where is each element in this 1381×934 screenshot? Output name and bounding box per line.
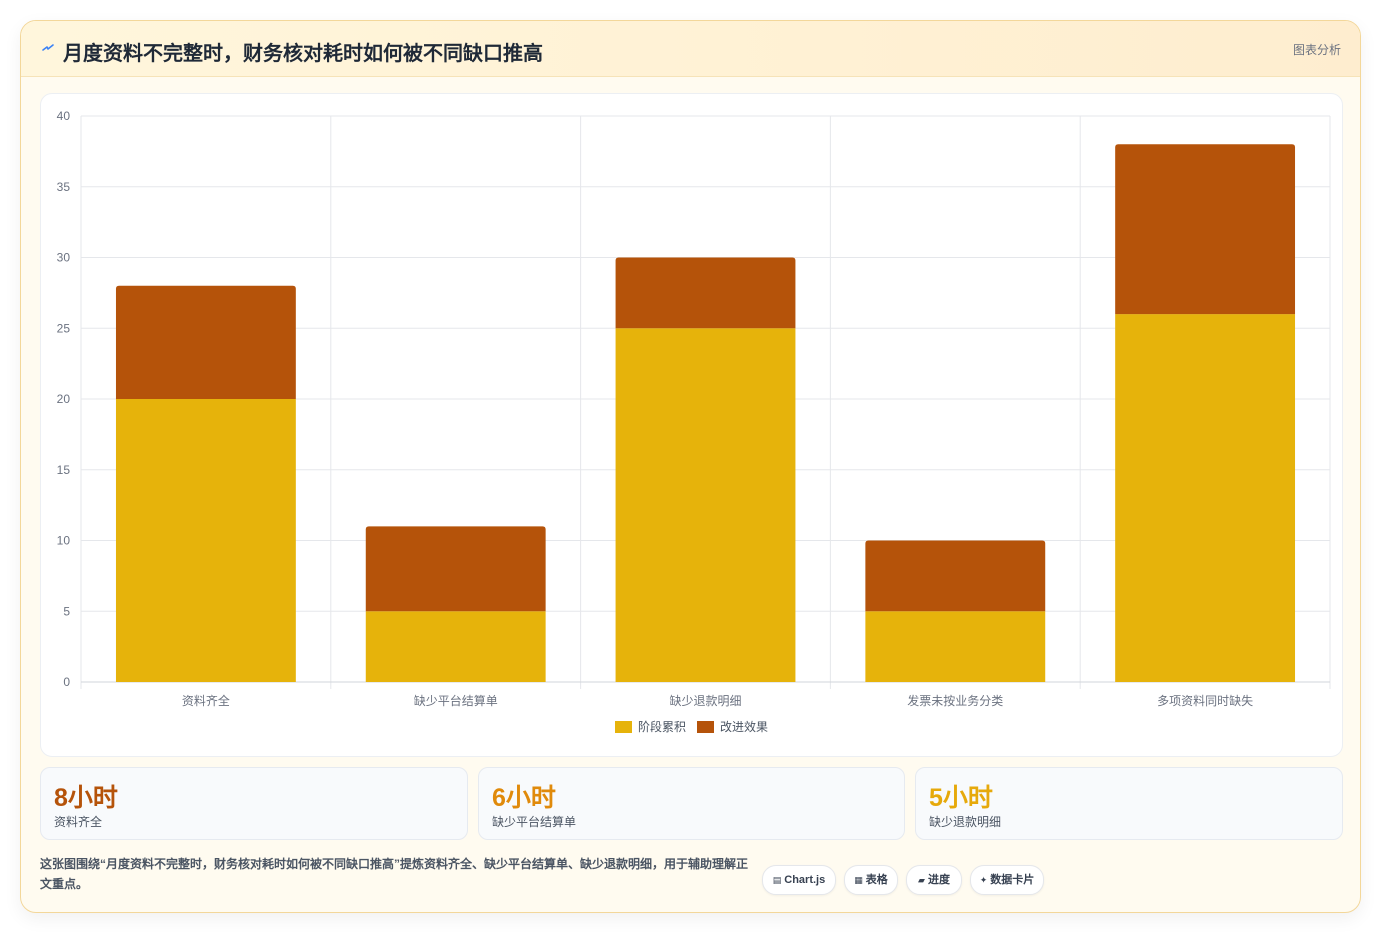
stat-value: 6小时: [492, 784, 556, 812]
chip-chartjs[interactable]: ▤ Chart.js: [762, 865, 836, 895]
y-tick-label: 15: [57, 463, 71, 477]
x-tick-label: 多项资料同时缺失: [1157, 693, 1253, 708]
sparkle-icon: ✦: [979, 875, 988, 885]
stat-label: 资料齐全: [54, 815, 103, 829]
table-icon: ▦: [854, 875, 863, 885]
y-tick-label: 30: [57, 251, 71, 265]
y-tick-label: 5: [63, 604, 70, 618]
chip-table[interactable]: ▦ 表格: [844, 865, 898, 895]
bar-segment-0: [615, 328, 796, 682]
chart-icon: ▤: [772, 875, 782, 885]
chip-progress[interactable]: ▰ 进度: [906, 865, 962, 895]
chart-container: 0 5 10 15 20 25 30 35 40 资料齐全 缺少平台结算单 缺少退款明细 发票未按业务分…: [40, 93, 1343, 757]
stat-value: 8小时: [54, 784, 118, 812]
legend-label: 阶段累积: [638, 719, 686, 734]
y-tick-label: 40: [57, 109, 71, 123]
bar-segment-0: [365, 611, 546, 682]
chip-label: 数据卡片: [990, 874, 1035, 886]
y-tick-label: 35: [57, 180, 71, 194]
x-tick-label: 发票未按业务分类: [907, 693, 1003, 708]
stat-card-1: 6小时 缺少平台结算单: [478, 767, 905, 840]
y-tick-label: 25: [57, 321, 71, 335]
bar-segment-1: [865, 540, 1046, 612]
card-title: 月度资料不完整时，财务核对耗时如何被不同缺口推高: [63, 43, 543, 65]
legend-swatch: [697, 721, 714, 733]
x-tick-label: 缺少平台结算单: [414, 693, 498, 708]
chart-card: 月度资料不完整时，财务核对耗时如何被不同缺口推高 图表分析 0 5 10 15 20 25…: [20, 20, 1361, 913]
stat-card-0: 8小时 资料齐全: [40, 767, 468, 840]
chip-label: 表格: [865, 874, 888, 886]
bar-segment-1: [615, 257, 796, 329]
stat-label: 缺少平台结算单: [492, 815, 577, 829]
stacked-bar-chart: 0 5 10 15 20 25 30 35 40 资料齐全 缺少平台结算单 缺少退款明细 发票未按业务分…: [57, 109, 1331, 734]
chart-analysis-tag: 图表分析: [1292, 43, 1341, 57]
progress-icon: ▰: [918, 875, 925, 885]
x-tick-label: 资料齐全: [182, 693, 230, 708]
stat-value: 5小时: [929, 784, 993, 812]
chip-data-card[interactable]: ✦ 数据卡片: [970, 865, 1044, 895]
y-tick-label: 10: [57, 534, 71, 548]
card-header: 月度资料不完整时，财务核对耗时如何被不同缺口推高 图表分析: [21, 21, 1360, 77]
y-tick-label: 20: [57, 392, 71, 406]
legend-label: 改进效果: [720, 719, 768, 734]
bar-segment-1: [365, 526, 546, 612]
bar-segment-0: [865, 611, 1046, 682]
stat-card-2: 5小时 缺少退款明细: [915, 767, 1343, 840]
bar-segment-0: [115, 399, 296, 682]
chip-label: Chart.js: [784, 874, 826, 886]
chart-caption: 这张图围绕“月度资料不完整时，财务核对耗时如何被不同缺口推高”提炼资料齐全、缺少…: [40, 857, 749, 891]
bolt-icon: [42, 44, 54, 51]
y-tick-label: 0: [63, 675, 70, 689]
chip-label: 进度: [927, 874, 950, 886]
legend-swatch: [615, 721, 632, 733]
bar-segment-0: [1115, 314, 1296, 682]
bar-segment-1: [1115, 144, 1296, 315]
x-tick-label: 缺少退款明细: [669, 693, 741, 708]
stat-label: 缺少退款明细: [929, 815, 1002, 829]
bar-segment-1: [115, 285, 296, 399]
